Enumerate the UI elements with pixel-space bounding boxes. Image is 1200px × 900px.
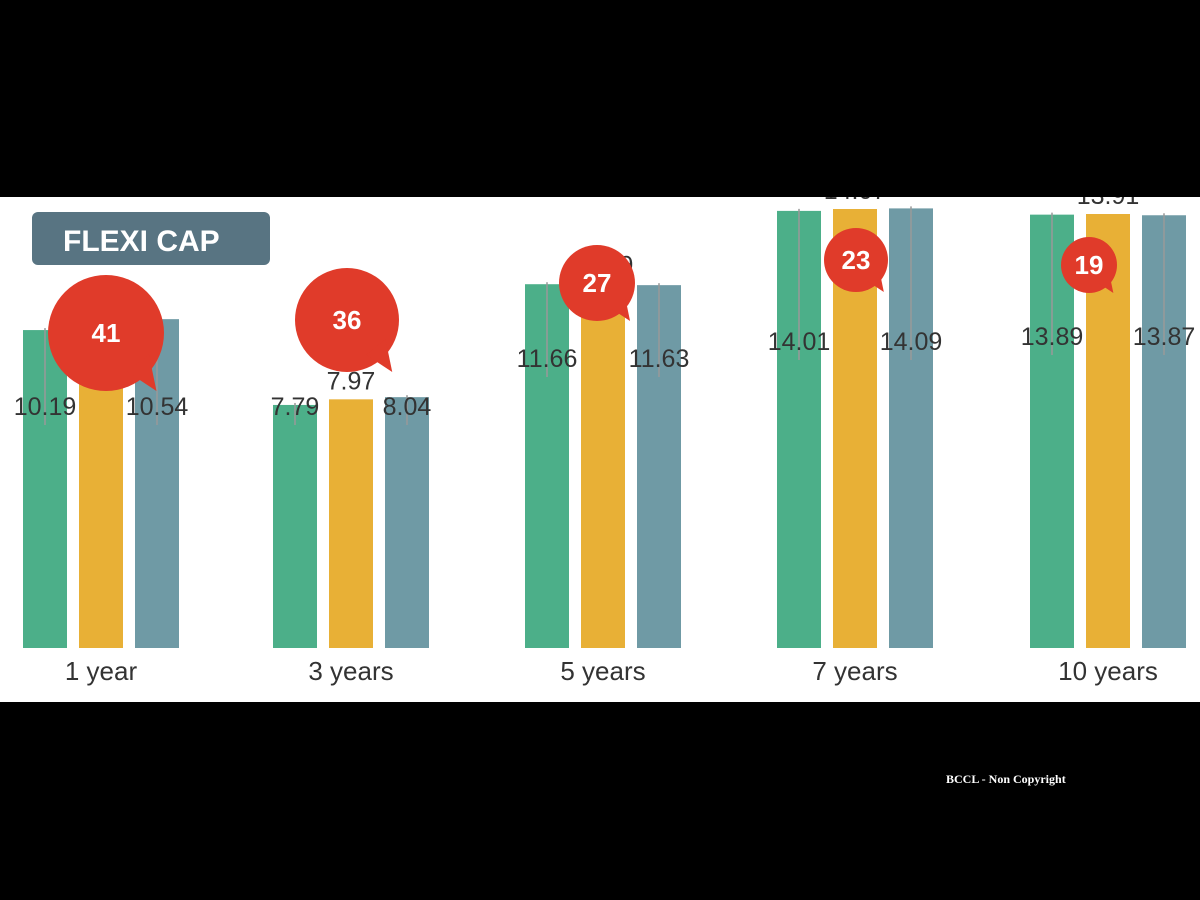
value-label-0-2: 10.54 — [126, 393, 189, 421]
count-bubble-3 — [824, 228, 888, 292]
value-label-4-2: 13.87 — [1133, 323, 1196, 351]
count-label-4: 19 — [1075, 250, 1104, 280]
value-label-4-1: 13.91 — [1077, 197, 1140, 210]
category-label-2: 5 years — [560, 656, 645, 686]
count-bubble-tail-4 — [1099, 275, 1114, 293]
count-bubble-tail-0 — [127, 354, 157, 391]
count-bubble-tail-1 — [366, 339, 393, 372]
value-label-4-0: 13.89 — [1021, 323, 1084, 351]
value-label-2-2: 11.63 — [629, 345, 690, 373]
count-label-3: 23 — [842, 245, 871, 275]
value-label-3-2: 14.09 — [880, 328, 943, 356]
chart-title: FLEXI CAP — [63, 225, 220, 258]
count-bubble-tail-3 — [867, 271, 884, 292]
category-label-1: 3 years — [308, 656, 393, 686]
value-label-1-1: 7.97 — [327, 367, 376, 395]
value-label-1-0: 7.79 — [271, 393, 320, 421]
count-bubble-tail-2 — [611, 297, 631, 321]
bar-1-2 — [385, 397, 429, 648]
category-label-4: 10 years — [1058, 656, 1158, 686]
count-bubble-1 — [295, 268, 399, 372]
category-label-0: 1 year — [65, 656, 138, 686]
bar-2-1 — [581, 283, 625, 648]
value-label-3-1: 14.07 — [824, 197, 887, 205]
bar-1-1 — [329, 399, 373, 648]
count-label-2: 27 — [583, 268, 612, 298]
value-label-2-0: 11.66 — [517, 345, 578, 373]
bar-1-0 — [273, 404, 317, 648]
credit-text: BCCL - Non Copyright — [946, 772, 1066, 786]
value-label-1-2: 8.04 — [383, 393, 432, 421]
value-label-3-0: 14.01 — [768, 328, 831, 356]
count-label-1: 36 — [333, 305, 362, 335]
value-label-0-0: 10.19 — [14, 393, 77, 421]
count-bubble-4 — [1061, 237, 1117, 293]
category-label-3: 7 years — [812, 656, 897, 686]
title-badge — [32, 212, 270, 265]
count-label-0: 41 — [92, 318, 121, 348]
count-bubble-2 — [559, 245, 635, 321]
count-bubble-0 — [48, 275, 164, 391]
